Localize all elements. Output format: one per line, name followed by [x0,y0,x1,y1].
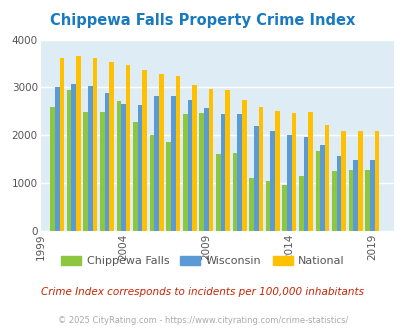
Bar [324,125,329,231]
Bar [159,74,163,231]
Bar [336,156,341,231]
Bar [116,101,121,231]
Bar [60,58,64,231]
Bar [232,153,237,231]
Bar [133,122,137,231]
Bar [88,85,92,231]
Bar [50,107,55,231]
Text: Crime Index corresponds to incidents per 100,000 inhabitants: Crime Index corresponds to incidents per… [41,287,364,297]
Bar [187,100,192,231]
Bar [303,137,307,231]
Bar [237,114,241,231]
Bar [253,126,258,231]
Bar [199,113,204,231]
Bar [92,58,97,231]
Bar [76,56,81,231]
Bar [215,154,220,231]
Bar [208,89,213,231]
Bar [275,112,279,231]
Bar [357,130,362,231]
Bar [307,112,312,231]
Bar [67,90,71,231]
Bar [104,93,109,231]
Bar [270,131,275,231]
Bar [126,65,130,231]
Bar [171,96,175,231]
Text: Chippewa Falls Property Crime Index: Chippewa Falls Property Crime Index [50,13,355,28]
Bar [320,145,324,231]
Bar [241,100,246,231]
Bar [204,108,208,231]
Bar [265,181,270,231]
Bar [369,160,374,231]
Bar [100,112,104,231]
Bar [364,170,369,231]
Bar [291,113,296,231]
Bar [249,178,253,231]
Bar [220,114,225,231]
Bar [55,87,60,231]
Bar [315,151,320,231]
Bar [175,77,180,231]
Bar [352,160,357,231]
Bar [83,112,88,231]
Bar [149,135,154,231]
Bar [192,85,196,231]
Bar [258,107,262,231]
Bar [225,90,229,231]
Legend: Chippewa Falls, Wisconsin, National: Chippewa Falls, Wisconsin, National [57,251,348,271]
Bar [154,96,159,231]
Bar [348,170,352,231]
Bar [137,105,142,231]
Bar [374,130,378,231]
Bar [182,114,187,231]
Bar [286,135,291,231]
Bar [71,83,76,231]
Bar [331,171,336,231]
Text: © 2025 CityRating.com - https://www.cityrating.com/crime-statistics/: © 2025 CityRating.com - https://www.city… [58,315,347,325]
Bar [142,70,147,231]
Bar [109,62,114,231]
Bar [282,185,286,231]
Bar [121,104,126,231]
Bar [166,142,171,231]
Bar [298,176,303,231]
Bar [341,130,345,231]
